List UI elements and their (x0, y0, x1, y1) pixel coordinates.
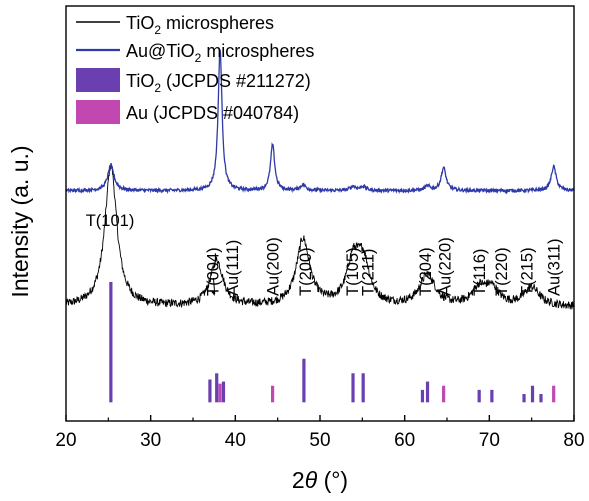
reference-bar (420, 389, 425, 403)
peak-label: T(200) (297, 247, 315, 296)
x-axis-label: 2θ (°) (292, 467, 348, 493)
peak-label: T(211) (359, 249, 377, 296)
x-axis: 20 30 40 50 60 70 80 (55, 415, 585, 451)
reference-bar (302, 358, 306, 403)
legend-label: Au (JCPDS #040784) (126, 103, 299, 123)
x-axis-label-unit: (°) (317, 467, 348, 493)
peak-label: T(004) (204, 247, 222, 296)
x-axis-label-var: 2 (292, 467, 305, 493)
reference-bar (109, 281, 113, 403)
peak-label: Au(200) (265, 237, 283, 296)
reference-bar (218, 383, 222, 403)
reference-bar (270, 385, 275, 403)
reference-bar (490, 389, 494, 403)
legend-label: Au@TiO2 microspheres (126, 41, 314, 65)
reference-bar (361, 373, 365, 403)
x-tick-label: 60 (394, 430, 415, 451)
peak-annotations: T(101)T(004) Au(111) Au(200) T(200) T(105)T(… (86, 212, 564, 296)
x-axis-label-theta: θ (305, 467, 318, 493)
x-tick-label: 40 (225, 430, 246, 451)
series-line-au-tio2 (65, 49, 575, 195)
legend-swatch (76, 100, 120, 124)
reference-bar (425, 381, 430, 403)
reference-bar (530, 385, 535, 403)
peak-label: T(215) (519, 247, 537, 296)
reference-bar (442, 385, 446, 403)
series-lines (65, 49, 575, 310)
reference-bar (539, 394, 543, 403)
legend: TiO2 microspheres Au@TiO2 microspheres TiO… (76, 13, 314, 124)
peak-label: Au(220) (436, 237, 454, 296)
reference-bar (351, 373, 355, 403)
reference-bar (522, 394, 526, 403)
x-tick-label: 80 (563, 430, 584, 451)
x-tick-label: 30 (140, 430, 161, 451)
reference-bar (477, 389, 481, 403)
reference-bar (221, 381, 226, 403)
x-tick-label: 20 (55, 430, 76, 451)
peak-label: Au(111) (224, 240, 242, 296)
reference-bars (109, 281, 556, 403)
reference-bar (208, 379, 212, 403)
peak-label: Au(311) (546, 239, 564, 296)
y-axis-label: Intensity (a. u.) (7, 145, 33, 297)
reference-bar (215, 373, 219, 403)
peak-label: T(116) (471, 249, 489, 296)
x-tick-label: 50 (309, 430, 330, 451)
annotation-arrowhead (210, 291, 215, 296)
peak-label: T(101) (86, 212, 135, 230)
legend-swatch (76, 68, 120, 92)
legend-label: TiO2 (JCPDS #211272) (126, 71, 311, 95)
x-tick-label: 70 (479, 430, 500, 451)
peak-label: T(220) (493, 247, 511, 296)
plot-frame (65, 5, 575, 422)
series-line-tio2 (65, 163, 575, 310)
peak-label: T(204) (417, 247, 435, 296)
legend-label: TiO2 microspheres (126, 13, 274, 37)
peak-label: T(105) (344, 247, 362, 296)
reference-bar (552, 385, 556, 403)
